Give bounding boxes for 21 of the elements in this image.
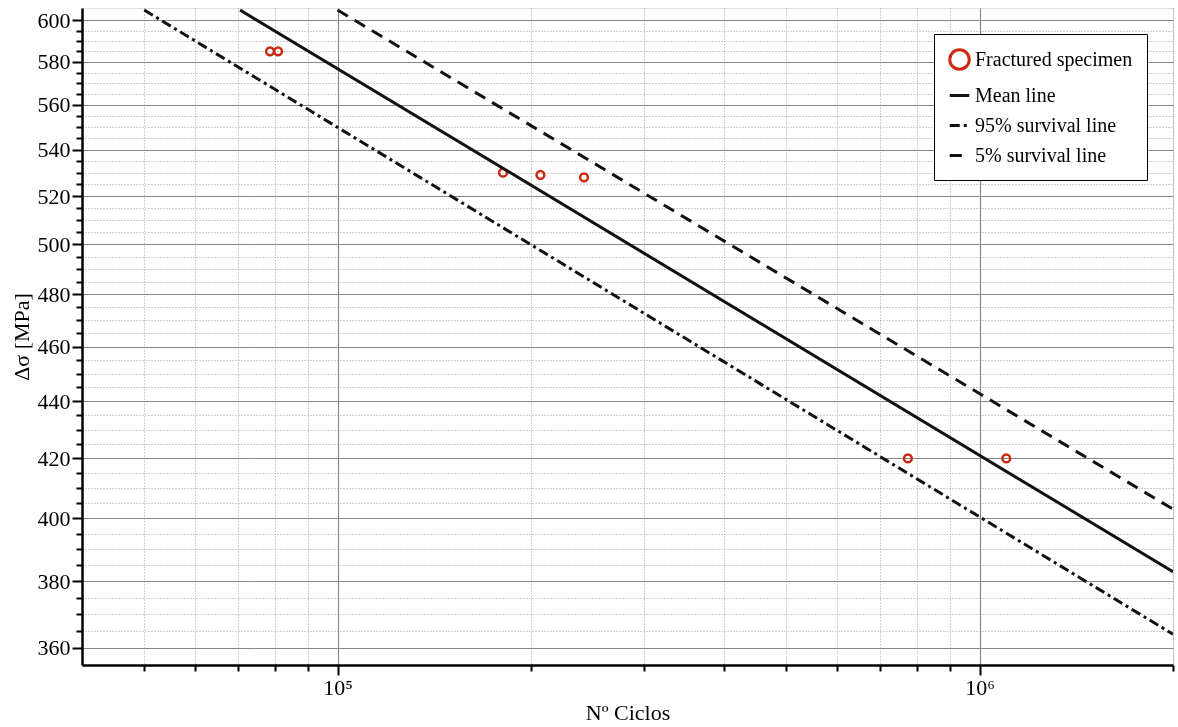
y-tick-label: 420 — [37, 445, 71, 471]
legend-label: Mean line — [975, 83, 1056, 106]
y-tick-label: 500 — [37, 231, 71, 257]
y-tick-label: 520 — [37, 183, 71, 209]
y-tick-label: 360 — [37, 635, 71, 661]
x-axis-title: Nº Ciclos — [585, 699, 671, 725]
x-tick-label: 10⁵ — [323, 674, 353, 700]
y-tick-label: 540 — [37, 137, 71, 163]
y-tick-label: 600 — [37, 7, 71, 33]
y-tick-label: 460 — [37, 334, 71, 360]
y-tick-label: 400 — [37, 505, 71, 531]
y-tick-label: 380 — [37, 568, 71, 594]
y-tick-label: 560 — [37, 92, 71, 118]
legend-label: 95% survival line — [975, 113, 1117, 136]
y-tick-label: 480 — [37, 281, 71, 307]
y-tick-label: 580 — [37, 49, 71, 75]
y-axis-title: Δσ [MPa] — [8, 293, 34, 381]
legend-label: 5% survival line — [975, 143, 1107, 166]
legend-label: Fractured specimen — [975, 47, 1133, 71]
y-tick-label: 440 — [37, 388, 71, 414]
x-tick-label: 10⁶ — [965, 674, 996, 700]
